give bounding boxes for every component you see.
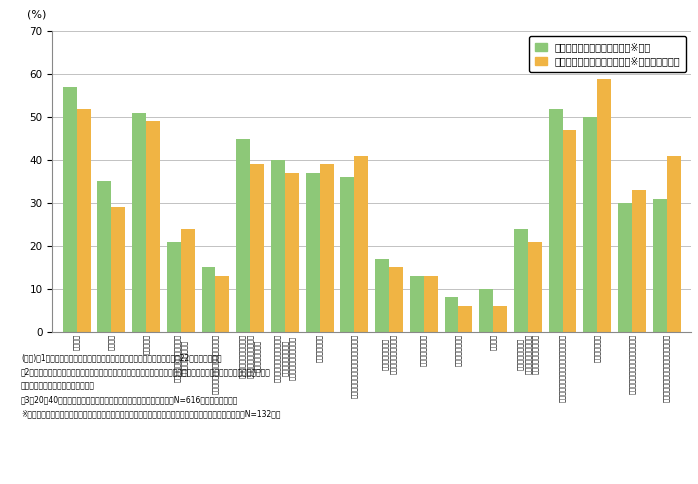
Bar <box>320 165 334 332</box>
Bar <box>445 297 459 332</box>
Bar <box>167 242 181 332</box>
Bar <box>271 160 285 332</box>
Bar <box>375 258 389 332</box>
Bar <box>77 108 91 332</box>
Bar <box>132 113 146 332</box>
Bar <box>514 228 528 332</box>
Bar <box>480 288 493 332</box>
Bar <box>653 198 667 332</box>
Bar <box>563 130 577 332</box>
Bar <box>667 156 681 332</box>
Bar <box>181 228 195 332</box>
Bar <box>410 276 424 332</box>
Bar <box>584 117 597 332</box>
Bar <box>285 173 299 332</box>
Bar <box>355 156 369 332</box>
Bar <box>549 108 563 332</box>
Bar <box>528 242 542 332</box>
Bar <box>618 203 632 332</box>
Bar <box>389 267 403 332</box>
Bar <box>632 190 646 332</box>
Y-axis label: (%): (%) <box>27 10 46 19</box>
Bar <box>112 207 125 332</box>
Bar <box>202 267 216 332</box>
Bar <box>341 177 355 332</box>
Bar <box>493 306 507 332</box>
Bar <box>216 276 230 332</box>
Bar <box>424 276 438 332</box>
Bar <box>146 121 160 332</box>
Legend: 「積極的に育児をする男性（※）」, 「積極的に育児をする男性（※）」以外の男性: 「積極的に育児をする男性（※）」, 「積極的に育児をする男性（※）」以外の男性 <box>529 36 686 72</box>
Bar <box>98 182 112 332</box>
Bar <box>250 165 264 332</box>
Bar <box>63 87 77 332</box>
Text: (備考)、1．内閣府「男女の消費・豐蓄等の生活意識に関する調査」（平成22年）より作成。
、2．「将来お金をかけたいものをお知らせください（複数回答）」との問い: (備考)、1．内閣府「男女の消費・豐蓄等の生活意識に関する調査」（平成22年）よ… <box>21 353 281 418</box>
Bar <box>597 78 611 332</box>
Bar <box>459 306 473 332</box>
Bar <box>306 173 320 332</box>
Bar <box>237 138 250 332</box>
